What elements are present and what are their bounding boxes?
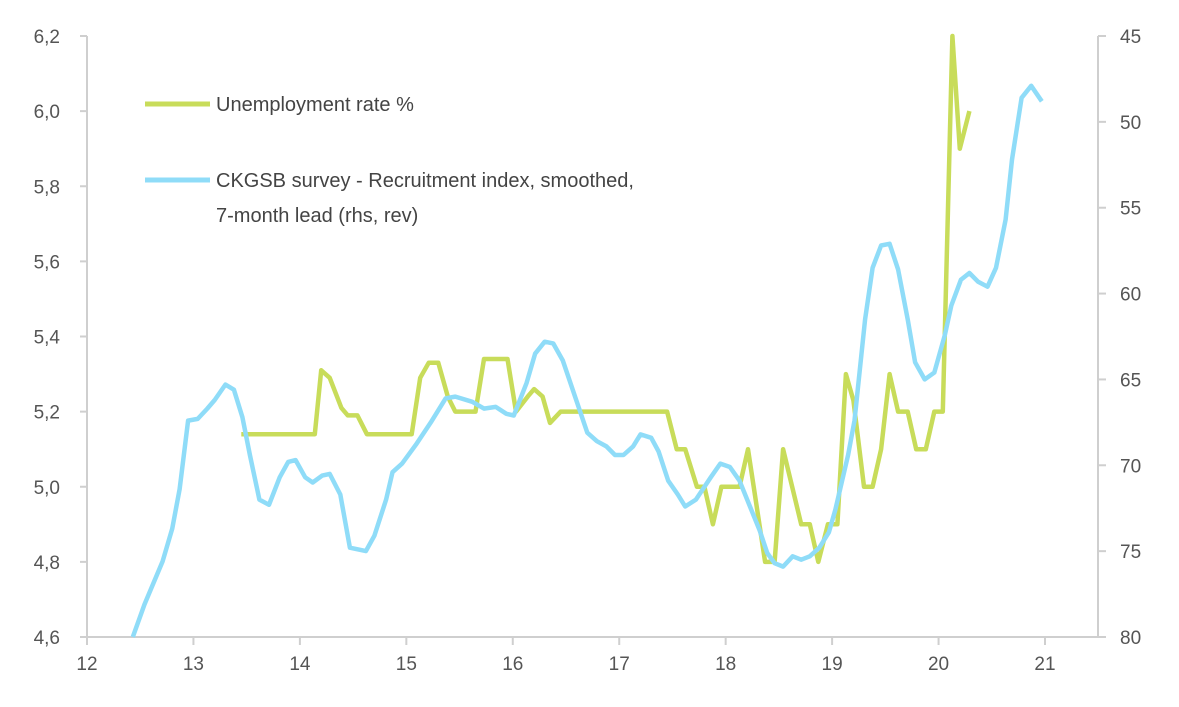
axes: 12 13 14 15 16 17 18 19 20 21 4,6 4,8 5,0 5,2 5,4 5,6 5,… (34, 27, 1142, 675)
y-right-tick-label: 70 (1120, 456, 1141, 477)
y-left-tick-label: 5,8 (34, 177, 60, 198)
legend-label-unemployment: Unemployment rate % (216, 94, 414, 116)
y-right-tick-label: 75 (1120, 542, 1141, 563)
x-tick-label: 16 (502, 654, 523, 675)
y-left-tick-label: 6,2 (34, 27, 60, 48)
y-left-tick-label: 4,6 (34, 628, 60, 649)
y-left-tick-label: 6,0 (34, 102, 60, 123)
ckgsb-recruitment-line (130, 83, 1044, 638)
x-tick-label: 19 (822, 654, 843, 675)
legend: Unemployment rate % CKGSB survey - Recru… (145, 94, 634, 227)
y-right-tick-label: 60 (1120, 285, 1141, 306)
y-left-tick-label: 5,6 (34, 252, 60, 273)
x-tick-label: 15 (396, 654, 417, 675)
legend-label-ckgsb-line1: CKGSB survey - Recruitment index, smooth… (216, 170, 634, 192)
y-right-tick-label: 45 (1120, 27, 1141, 48)
x-tick-label: 13 (183, 654, 204, 675)
y-right-tick-label: 80 (1120, 628, 1141, 649)
x-tick-label: 17 (609, 654, 630, 675)
y-left-tick-label: 5,0 (34, 478, 60, 499)
y-left-tick-label: 5,2 (34, 403, 60, 424)
y-left-tick-label: 5,4 (34, 328, 61, 349)
x-tick-label: 18 (715, 654, 736, 675)
x-tick-label: 21 (1034, 654, 1055, 675)
x-tick-label: 14 (289, 654, 311, 675)
x-tick-label: 20 (928, 654, 949, 675)
legend-label-ckgsb-line2: 7-month lead (rhs, rev) (216, 205, 418, 227)
y-left-tick-label: 4,8 (34, 553, 60, 574)
x-tick-label: 12 (76, 654, 97, 675)
series-lines (130, 33, 1044, 638)
y-right-tick-label: 50 (1120, 113, 1141, 134)
y-right-tick-label: 65 (1120, 370, 1141, 391)
y-right-tick-label: 55 (1120, 199, 1141, 220)
